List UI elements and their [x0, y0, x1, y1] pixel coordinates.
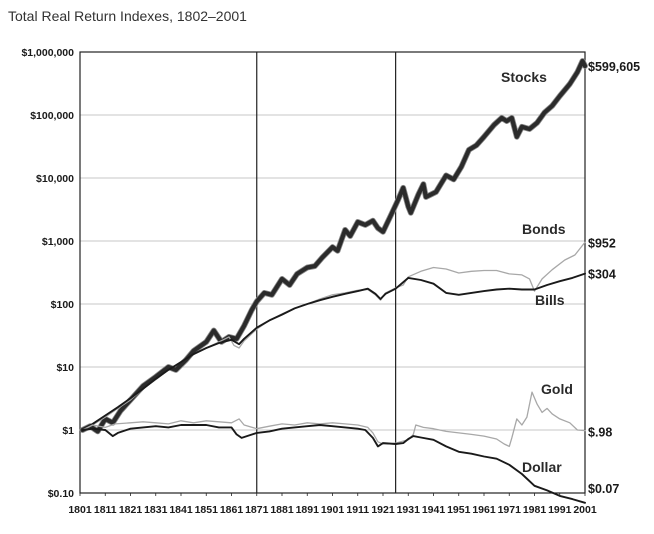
x-tick-label: 1921	[371, 504, 395, 516]
x-tick-label: 1811	[94, 504, 117, 516]
x-tick-label: 1891	[296, 504, 320, 516]
series-line-dollar	[81, 424, 586, 504]
series-line-gold	[81, 391, 586, 448]
series-name-label: Stocks	[501, 69, 547, 85]
series-end-value-label: $952	[588, 236, 616, 250]
y-tick-label: $10,000	[36, 173, 74, 185]
x-tick-label: 1881	[270, 504, 294, 516]
x-tick-label: 1991	[548, 504, 572, 516]
grid-lines	[80, 114, 585, 431]
x-axis-tick-labels: 1801 1811 1821 1831 1841 1851 1861 1871 1881 1891…	[68, 493, 597, 516]
x-tick-label: 1841	[169, 504, 193, 516]
x-tick-label: 1871	[245, 504, 269, 516]
era-divider-lines	[256, 52, 397, 493]
series-line-bonds	[81, 241, 586, 431]
series-end-value-label: $304	[588, 268, 616, 282]
y-tick-label: $0.10	[48, 488, 74, 500]
x-tick-label: 1861	[220, 504, 244, 516]
chart-title: Total Real Return Indexes, 1802–2001	[8, 8, 247, 24]
series-line-bills	[81, 272, 586, 431]
y-tick-label: $100,000	[30, 110, 74, 122]
x-tick-label: 2001	[573, 504, 597, 516]
series-end-value-label: $.98	[588, 426, 612, 440]
series-end-value-label: $0.07	[588, 482, 619, 496]
x-tick-label: 1931	[397, 504, 421, 516]
series-name-label: Bills	[535, 292, 565, 308]
series-name-label: Bonds	[522, 221, 566, 237]
x-tick-label: 1951	[447, 504, 471, 516]
y-tick-label: $1,000	[42, 236, 74, 248]
series-end-value-label: $599,605	[588, 60, 640, 74]
y-axis-tick-labels: $1,000,000 $100,000 $10,000 $1,000 $100 $10 $1…	[21, 47, 74, 500]
x-tick-label: 1961	[472, 504, 496, 516]
series-lines	[79, 58, 588, 504]
series-labels: Stocks $599,605 Bonds $952 Bills $304 Gold $.98…	[501, 60, 640, 496]
y-tick-label: $100	[51, 299, 75, 311]
series-name-label: Gold	[541, 381, 573, 397]
y-tick-label: $1,000,000	[21, 47, 74, 59]
x-tick-label: 1981	[523, 504, 547, 516]
x-tick-label: 1821	[119, 504, 143, 516]
x-tick-label: 1801	[68, 504, 92, 516]
y-tick-label: $1	[62, 425, 74, 437]
x-tick-label: 1851	[195, 504, 219, 516]
y-tick-label: $10	[56, 362, 74, 374]
x-tick-label: 1901	[321, 504, 345, 516]
x-tick-label: 1831	[144, 504, 168, 516]
x-tick-label: 1911	[346, 504, 369, 516]
series-name-label: Dollar	[522, 459, 562, 475]
x-tick-label: 1941	[422, 504, 446, 516]
x-tick-label: 1971	[498, 504, 522, 516]
